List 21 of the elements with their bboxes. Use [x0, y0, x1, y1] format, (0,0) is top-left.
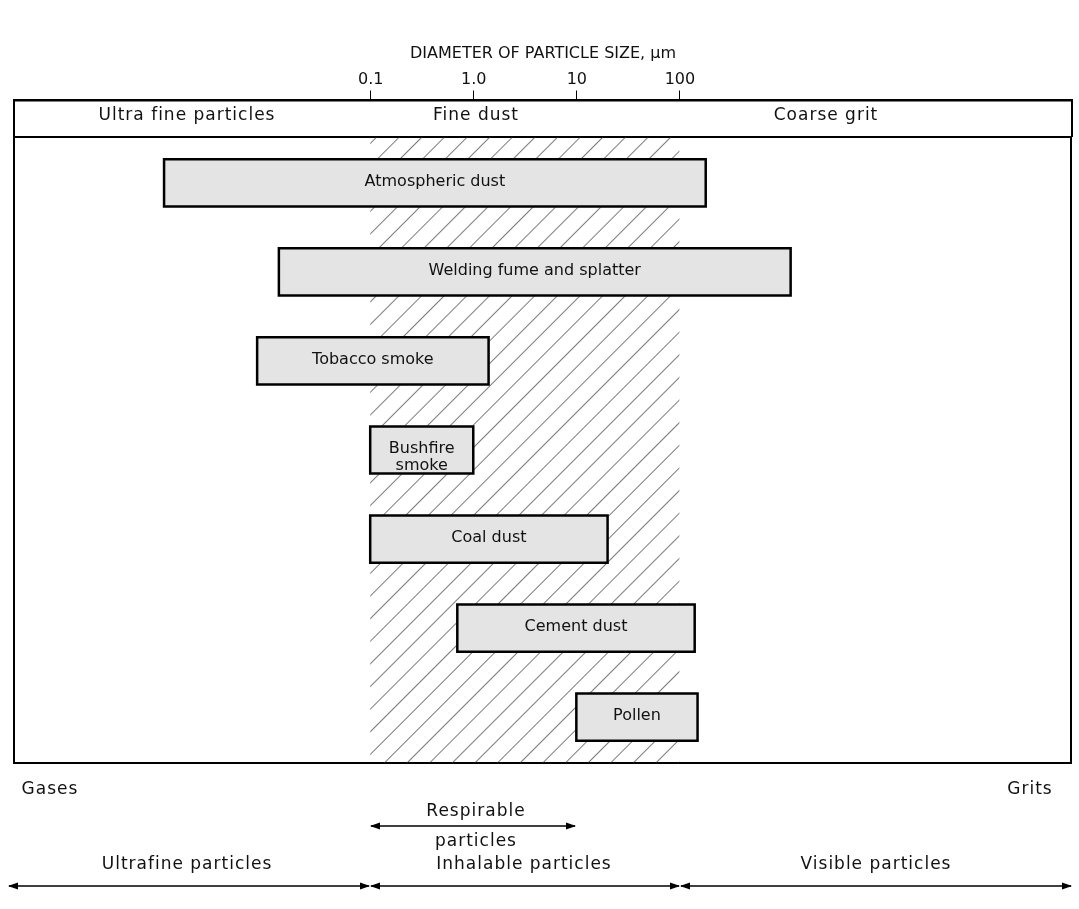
x-tick-label: 0.1 — [357, 68, 384, 88]
text: Grits — [1007, 778, 1053, 798]
text: Visible particles — [800, 853, 952, 873]
x-tick-label: 1.0 — [461, 68, 487, 88]
text: Respirable particles — [426, 800, 526, 850]
text: Ultrafine particles — [101, 853, 273, 873]
x-tick-label: 10 — [566, 68, 588, 88]
text: Coarse grit — [773, 104, 879, 124]
y-tick-label: Welding fume and splatter — [428, 259, 642, 279]
x-tick-label: 100 — [664, 68, 696, 88]
y-tick-label: Atmospheric dust — [364, 170, 506, 190]
y-tick-label: Cement dust — [524, 616, 628, 636]
x-axis-title: DIAMETER OF PARTICLE SIZE, μm — [409, 42, 677, 62]
y-tick-label: Tobacco smoke — [311, 348, 434, 368]
y-tick-label: Pollen — [613, 705, 661, 725]
text: Gases — [21, 778, 79, 798]
y-tick-label: Coal dust — [451, 527, 527, 547]
y-tick-label: Bushfire smoke — [388, 438, 455, 474]
text: Inhalable particles — [436, 853, 612, 873]
text: Ultra fine particles — [98, 104, 276, 124]
text: Fine dust — [433, 104, 519, 124]
